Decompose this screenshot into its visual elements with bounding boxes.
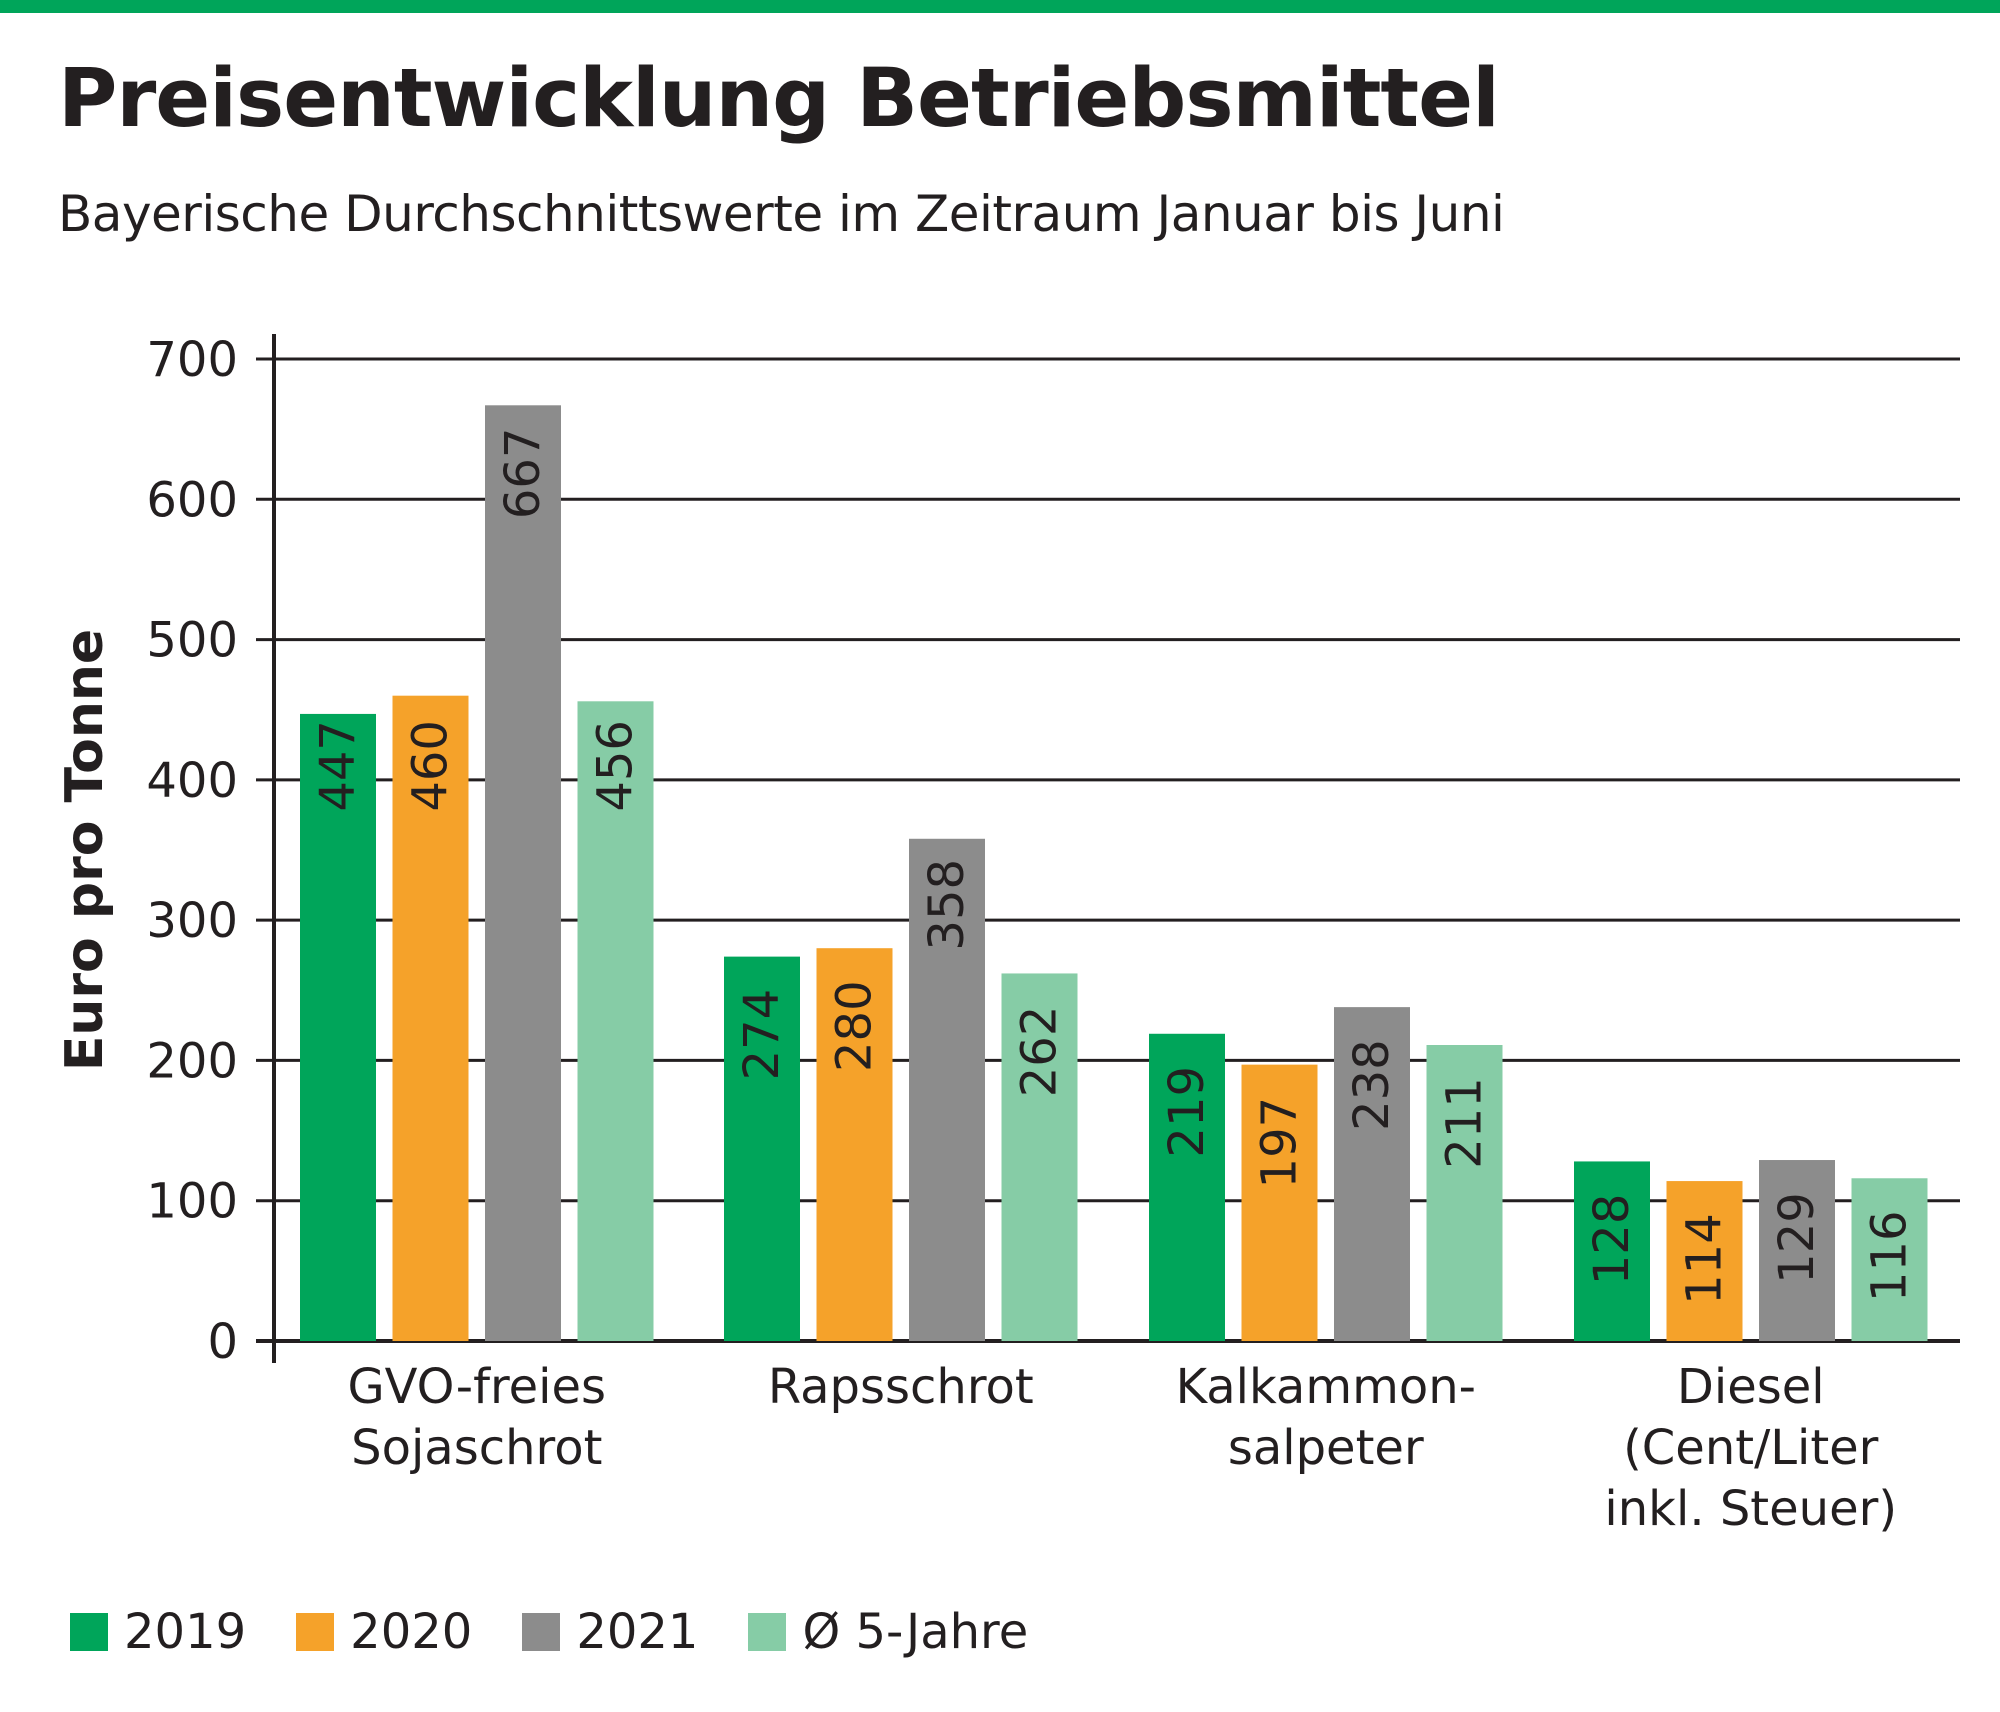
bar-2021-cat3	[1759, 1160, 1835, 1341]
bar-2019-cat1	[724, 956, 800, 1341]
bar-avg-cat3	[1851, 1178, 1928, 1341]
y-tick-label-0: 0	[207, 1314, 238, 1370]
bar-value-label-avg-cat2: 211	[1437, 1077, 1493, 1169]
bar-value-label-2021-cat3: 129	[1769, 1192, 1825, 1284]
bar-2019-cat3	[1574, 1161, 1650, 1341]
bar-2021-cat2	[1334, 1007, 1410, 1341]
x-category-label-0-line1: Sojaschrot	[351, 1420, 602, 1476]
bar-value-label-2019-cat1: 274	[734, 989, 790, 1081]
y-tick-label-200: 200	[146, 1033, 238, 1089]
x-category-label-1-line0: Rapsschrot	[768, 1359, 1034, 1415]
legend-label-5-year-average: Ø 5-Jahre	[802, 1604, 1029, 1660]
bar-2020-cat3	[1666, 1181, 1743, 1341]
chart-legend: 2019 2020 2021 Ø 5-Jahre	[70, 1604, 1078, 1660]
y-axis-label: Euro pro Tonne	[55, 629, 115, 1071]
x-category-label-2-line0: Kalkammon-	[1176, 1359, 1476, 1415]
bar-value-label-2020-cat0: 460	[403, 720, 459, 812]
x-category-label-3-line1: (Cent/Liter	[1623, 1420, 1879, 1476]
y-tick-label-100: 100	[146, 1174, 238, 1230]
bar-value-label-2020-cat1: 280	[827, 980, 883, 1072]
y-tick-label-700: 700	[146, 332, 238, 388]
y-tick-label-500: 500	[146, 613, 238, 669]
bar-2020-cat1	[816, 948, 893, 1341]
bar-value-label-avg-cat1: 262	[1012, 1006, 1068, 1098]
bar-2020-cat2	[1241, 1064, 1318, 1341]
bar-2021-cat1	[909, 838, 985, 1341]
bar-value-label-2019-cat2: 219	[1159, 1066, 1215, 1158]
x-category-label-2-line1: salpeter	[1228, 1420, 1424, 1476]
bar-value-label-2021-cat0: 667	[495, 427, 551, 519]
x-category-label-0-line0: GVO-freies	[347, 1359, 606, 1415]
legend-item-2019: 2019	[70, 1604, 246, 1660]
bar-avg-cat1	[1001, 973, 1078, 1341]
top-accent-bar	[0, 0, 2000, 13]
legend-swatch-2019	[70, 1613, 108, 1651]
y-tick-label-600: 600	[146, 472, 238, 528]
chart-subtitle: Bayerische Durchschnittswerte im Zeitrau…	[58, 185, 1505, 243]
x-category-label-3-line0: Diesel	[1677, 1359, 1825, 1415]
bar-value-label-avg-cat3: 116	[1862, 1210, 1918, 1302]
bar-value-label-2020-cat3: 114	[1677, 1213, 1733, 1305]
bar-value-label-2020-cat2: 197	[1252, 1097, 1308, 1189]
legend-item-2020: 2020	[296, 1604, 472, 1660]
legend-item-2021: 2021	[522, 1604, 698, 1660]
bar-value-label-2021-cat2: 238	[1344, 1039, 1400, 1131]
x-category-label-3-line2: inkl. Steuer)	[1604, 1481, 1897, 1537]
bar-2019-cat2	[1149, 1033, 1225, 1341]
chart-title: Preisentwicklung Betriebsmittel	[58, 52, 1500, 146]
bar-avg-cat2	[1426, 1044, 1503, 1341]
y-tick-label-300: 300	[146, 893, 238, 949]
legend-label-2021: 2021	[576, 1604, 699, 1660]
legend-swatch-5-year-average	[748, 1613, 787, 1651]
legend-swatch-2020	[296, 1613, 335, 1651]
bar-2020-cat0	[392, 695, 469, 1341]
legend-item-5-year-average: Ø 5-Jahre	[748, 1604, 1028, 1660]
bar-avg-cat0	[577, 701, 654, 1341]
y-tick-label-400: 400	[146, 753, 238, 809]
bar-value-label-2019-cat3: 128	[1584, 1194, 1640, 1286]
bar-value-label-2021-cat1: 358	[919, 859, 975, 951]
bar-value-label-avg-cat0: 456	[588, 720, 644, 812]
bar-2021-cat0	[485, 405, 561, 1341]
bar-value-label-2019-cat0: 447	[310, 720, 366, 812]
legend-label-2020: 2020	[350, 1604, 473, 1660]
bar-2019-cat0	[300, 713, 376, 1341]
legend-swatch-2021	[522, 1613, 561, 1651]
legend-label-2019: 2019	[124, 1604, 247, 1660]
